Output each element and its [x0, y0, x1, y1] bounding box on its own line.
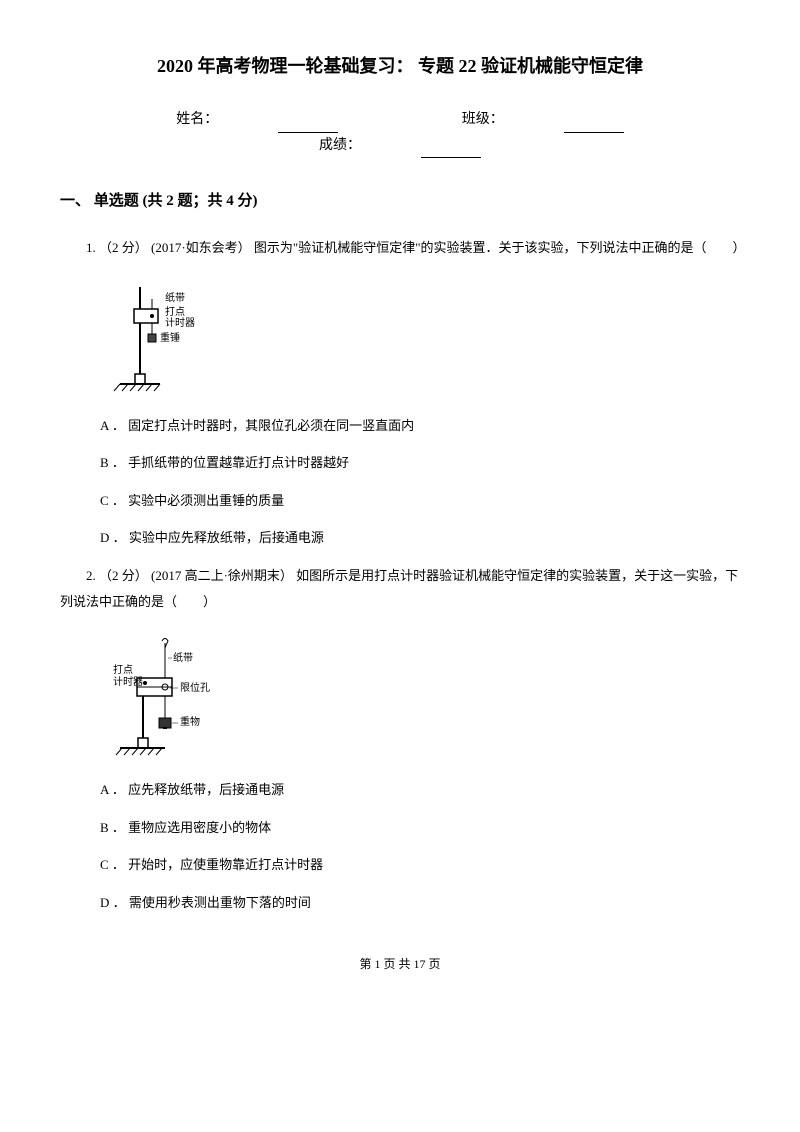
- q1-option-d: D ． 实验中应先释放纸带，后接通电源: [100, 526, 740, 549]
- score-blank: [421, 142, 481, 158]
- class-label: 班级：: [462, 107, 504, 132]
- name-field: 姓名：: [146, 107, 368, 132]
- score-field: 成绩：: [289, 133, 511, 158]
- class-field: 班级：: [432, 107, 654, 132]
- question-1-diagram: 纸带 打点 计时器 重锤: [110, 279, 740, 399]
- q2-option-d: D ． 需使用秒表测出重物下落的时间: [100, 891, 740, 914]
- document-title: 2020 年高考物理一轮基础复习： 专题 22 验证机械能守恒定律: [60, 50, 740, 82]
- diagram2-label-weight: 重物: [180, 715, 200, 728]
- diagram-label-tape: 纸带: [165, 291, 185, 304]
- q2-option-b: B ． 重物应选用密度小的物体: [100, 816, 740, 839]
- q2-option-c: C ． 开始时，应使重物靠近打点计时器: [100, 853, 740, 876]
- diagram2-label-timer-1: 打点: [113, 663, 133, 676]
- q1-option-c: C ． 实验中必须测出重锤的质量: [100, 489, 740, 512]
- q1-option-a: A ． 固定打点计时器时，其限位孔必须在同一竖直面内: [100, 414, 740, 437]
- diagram2-label-timer-2: 计时器: [113, 675, 143, 688]
- page-footer: 第 1 页 共 17 页: [60, 954, 740, 976]
- diagram-label-timer-1: 打点: [165, 305, 185, 318]
- diagram-svg-1: 纸带 打点 计时器 重锤: [110, 279, 220, 399]
- diagram-label-weight: 重锤: [160, 331, 180, 344]
- diagram-label-timer-2: 计时器: [165, 316, 195, 329]
- student-info-row: 姓名： 班级： 成绩：: [60, 107, 740, 157]
- class-blank: [564, 117, 624, 133]
- section-header: 一、 单选题 (共 2 题；共 4 分): [60, 188, 740, 215]
- question-2-diagram: 打点 计时器 纸带 限位孔 重物: [110, 633, 740, 763]
- diagram2-label-tape: 纸带: [173, 651, 193, 664]
- question-1-text: 1. （2 分） (2017·如东会考） 图示为"验证机械能守恒定律"的实验装置…: [60, 235, 740, 261]
- name-label: 姓名：: [176, 107, 218, 132]
- name-blank: [278, 117, 338, 133]
- q2-option-a: A ． 应先释放纸带，后接通电源: [100, 778, 740, 801]
- diagram-svg-2: 打点 计时器 纸带 限位孔 重物: [110, 633, 240, 763]
- score-label: 成绩：: [319, 133, 361, 158]
- diagram2-label-hole: 限位孔: [180, 681, 210, 694]
- question-2-text: 2. （2 分） (2017 高二上·徐州期末） 如图所示是用打点计时器验证机械…: [60, 563, 740, 615]
- q1-option-b: B ． 手抓纸带的位置越靠近打点计时器越好: [100, 451, 740, 474]
